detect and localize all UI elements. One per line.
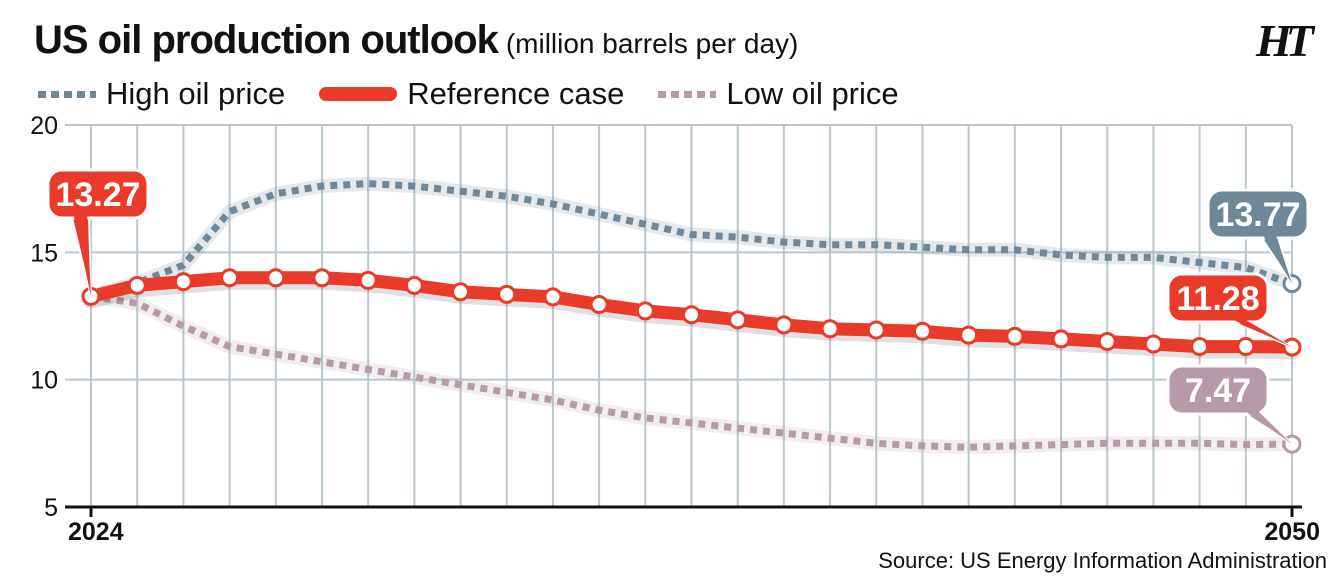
data-point-reference [1143, 334, 1163, 354]
data-point-reference [774, 315, 794, 335]
series-line-low [90, 292, 1293, 451]
data-point-reference [543, 287, 563, 307]
data-point-reference [451, 282, 471, 302]
legend-item-high: High oil price [38, 76, 285, 112]
ht-logo: HT [1256, 15, 1314, 66]
legend-label-low: Low oil price [726, 76, 899, 111]
data-label-low-end: 7.47 [1166, 364, 1293, 445]
data-point-reference [312, 268, 332, 288]
data-point-reference [404, 275, 424, 295]
data-point-reference [1051, 329, 1071, 349]
legend-label-reference: Reference case [407, 76, 625, 111]
data-label-reference-start-pointer-fill [73, 212, 91, 297]
data-label-reference-end-box [1166, 272, 1270, 324]
x-tick-label: 2050 [1264, 518, 1320, 546]
y-tick-label: 10 [30, 367, 58, 395]
data-label-high-end: 13.77 [1206, 188, 1310, 285]
data-point-reference [959, 325, 979, 345]
legend-swatch-high [38, 90, 96, 98]
legend-item-low: Low oil price [658, 76, 899, 112]
chart-subtitle: (million barrels per day) [505, 28, 799, 59]
data-label-low-end-pointer-fill [1241, 408, 1292, 445]
data-point-reference [1236, 337, 1256, 357]
data-point-reference [866, 320, 886, 340]
data-point-reference [912, 321, 932, 341]
legend-item-reference: Reference case [319, 76, 624, 112]
legend-label-high: High oil price [106, 76, 286, 111]
legend-swatch-reference [319, 87, 398, 101]
data-point-reference [1097, 331, 1117, 351]
data-point-reference [1005, 326, 1025, 346]
legend-swatch-low [658, 90, 717, 98]
y-tick-label: 15 [30, 239, 58, 267]
data-label-high-end-box [1206, 188, 1310, 240]
data-label-reference-start: 13.27 [46, 168, 150, 297]
data-label-reference-end: 11.28 [1166, 272, 1293, 348]
data-point-reference [682, 305, 701, 325]
data-point-reference [820, 319, 840, 339]
data-point-reference [173, 272, 193, 292]
data-point-reference [127, 275, 147, 295]
data-point-reference [1190, 337, 1210, 357]
x-tick-label: 2024 [68, 518, 124, 546]
data-label-high-end-text: 13.77 [1215, 196, 1300, 234]
y-tick-label: 20 [30, 112, 58, 140]
series-line-high [90, 180, 1294, 300]
data-point-reference [497, 284, 517, 304]
data-point-reference [358, 270, 378, 290]
data-label-reference-end-pointer-fill [1225, 316, 1292, 348]
data-point-reference [728, 310, 748, 330]
chart-title-row: US oil production outlook (million barrel… [34, 18, 798, 63]
chart-title: US oil production outlook [34, 18, 499, 62]
data-label-low-end-box [1166, 364, 1270, 416]
data-point-reference [589, 295, 609, 315]
data-point-reference [266, 268, 286, 288]
data-label-reference-end-text: 11.28 [1176, 280, 1259, 318]
data-label-high-end-pointer-fill [1261, 232, 1292, 284]
data-label-low-end-text: 7.47 [1185, 372, 1251, 410]
data-label-reference-start-text: 13.27 [55, 176, 140, 214]
legend: High oil price Reference case Low oil pr… [38, 74, 933, 114]
data-point-reference [220, 268, 240, 288]
y-tick-label: 5 [44, 494, 58, 522]
data-label-reference-start-box [46, 168, 150, 220]
data-point-reference [635, 301, 655, 321]
source-note: Source: US Energy Information Administra… [878, 548, 1327, 573]
